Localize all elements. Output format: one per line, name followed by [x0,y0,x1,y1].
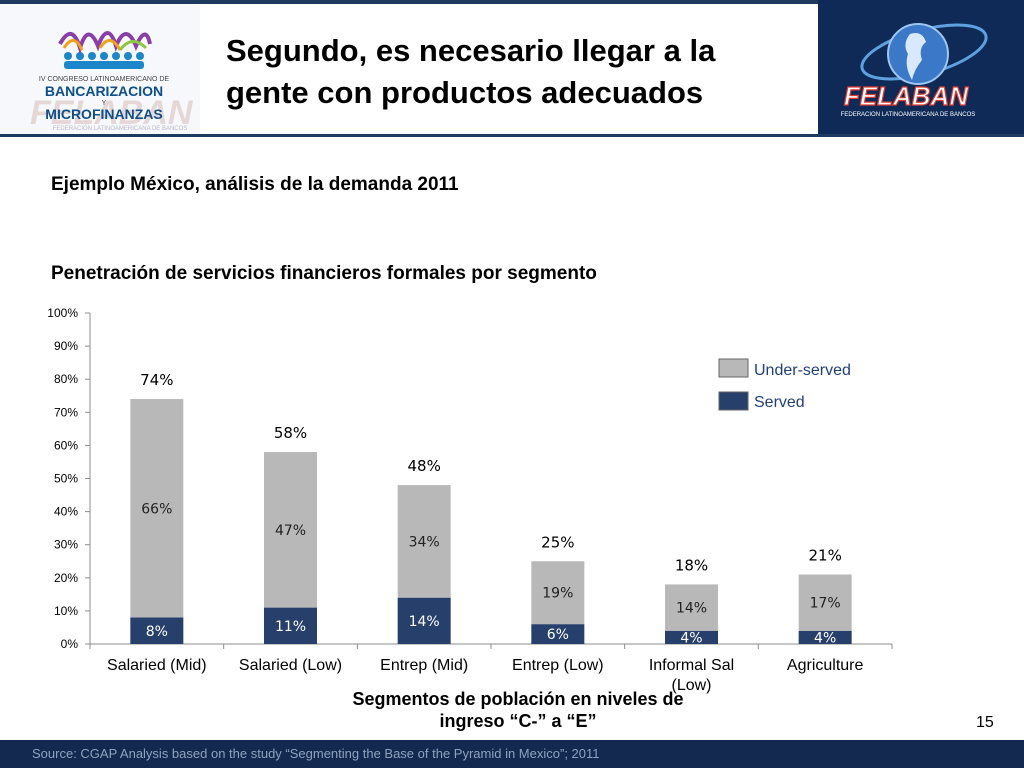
data-label-under-served: 47% [275,523,306,539]
footer-source: Source: CGAP Analysis based on the study… [32,746,600,761]
footer-bar: Source: CGAP Analysis based on the study… [0,740,1024,768]
bar-served [130,617,184,644]
data-label-served: 14% [409,614,440,630]
bar-under-served [665,584,718,631]
data-label-served: 11% [275,619,306,635]
data-label-under-served: 14% [676,601,707,617]
data-label-under-served: 17% [810,596,841,612]
logo-watermark: FELABAN [30,94,194,132]
svg-text:BANCARIZACION: BANCARIZACION [45,83,163,99]
bar-served [665,630,718,644]
y-tick-label: 90% [54,339,78,353]
felaban-tagline: FEDERACION LATINOAMERICANA DE BANCOS [841,112,976,118]
y-tick-label: 20% [54,571,78,585]
data-label-under-served: 66% [141,501,172,517]
y-tick-label: 80% [54,372,78,386]
svg-text:IV CONGRESO LATINOAMERICANO DE: IV CONGRESO LATINOAMERICANO DE [39,76,169,83]
x-tick-label: Informal Sal (Low) [649,657,734,694]
data-label-total: 58% [274,424,307,442]
data-label-total: 25% [541,533,574,551]
x-tick-label: Entrep (Mid) [380,657,468,674]
felaban-logo: FELABAN FEDERACION LATINOAMERICANA DE BA… [818,0,1024,136]
data-label-served: 8% [146,624,168,640]
bar-under-served [397,485,451,598]
y-tick-label: 50% [54,472,78,486]
bar-served [264,607,317,644]
y-tick-label: 60% [54,438,78,452]
bar-under-served [130,399,184,618]
data-label-under-served: 34% [409,534,440,550]
bar-served [397,597,451,644]
felaban-wordmark: FELABAN [844,81,969,111]
top-bar [0,0,1024,4]
legend-swatch-under-served [718,358,749,378]
x-tick-label: Entrep (Low) [512,657,604,674]
x-axis-title: Segmentos de población en niveles de ing… [352,689,684,731]
data-label-served: 6% [547,627,569,643]
y-tick-label: 0% [61,637,79,651]
svg-text:MICROFINANZAS: MICROFINANZAS [45,106,162,122]
svg-text:Y: Y [102,100,107,107]
bar-under-served [798,574,852,631]
congress-logo-graphic: FELABAN IV CONGRESO LATINOAMERICANO DE B… [30,31,194,132]
chart-title: Penetración de servicios financieros for… [51,263,597,284]
slide-title: Segundo, es necesario llegar a la gente … [226,33,716,110]
stacked-bar-chart: 0% 10% 20% 30% 40% 50% 60% 70% 80% 90% 100% 8% 66% 74… [47,306,893,694]
legend-swatch-served [718,391,749,411]
x-tick-label: Salaried (Low) [239,657,342,674]
header-rule [0,134,1024,137]
x-tick-label: Agriculture [787,657,864,674]
legend-label-served: Served [754,394,805,411]
bar-under-served [264,452,317,608]
x-tick-label: Salaried (Mid) [107,657,207,674]
data-label-served: 4% [814,630,836,646]
bar-under-served [531,561,585,625]
y-tick-label: 10% [54,604,78,618]
data-label-total: 74% [140,371,173,389]
bar-served [531,624,585,644]
people-icon [64,52,144,69]
data-label-served: 4% [680,630,702,646]
congress-logo: FELABAN IV CONGRESO LATINOAMERICANO DE B… [0,4,200,134]
slide-subtitle-example: Ejemplo México, análisis de la demanda 2… [51,174,459,195]
y-tick-label: 100% [47,306,78,320]
page-number: 15 [976,714,994,731]
data-label-total: 48% [407,457,440,475]
svg-text:FEDERACIÓN LATINOAMERICANA DE: FEDERACIÓN LATINOAMERICANA DE BANCOS [53,125,188,132]
data-label-under-served: 19% [542,586,573,602]
y-tick-label: 40% [54,505,78,519]
y-tick-label: 30% [54,538,78,552]
felaban-logo-graphic: FELABAN FEDERACION LATINOAMERICANA DE BA… [841,23,988,118]
bar-served [798,630,852,644]
data-label-total: 18% [675,556,708,574]
data-label-total: 21% [808,546,841,564]
y-tick-label: 70% [54,405,78,419]
legend-label-under-served: Under-served [754,362,851,379]
